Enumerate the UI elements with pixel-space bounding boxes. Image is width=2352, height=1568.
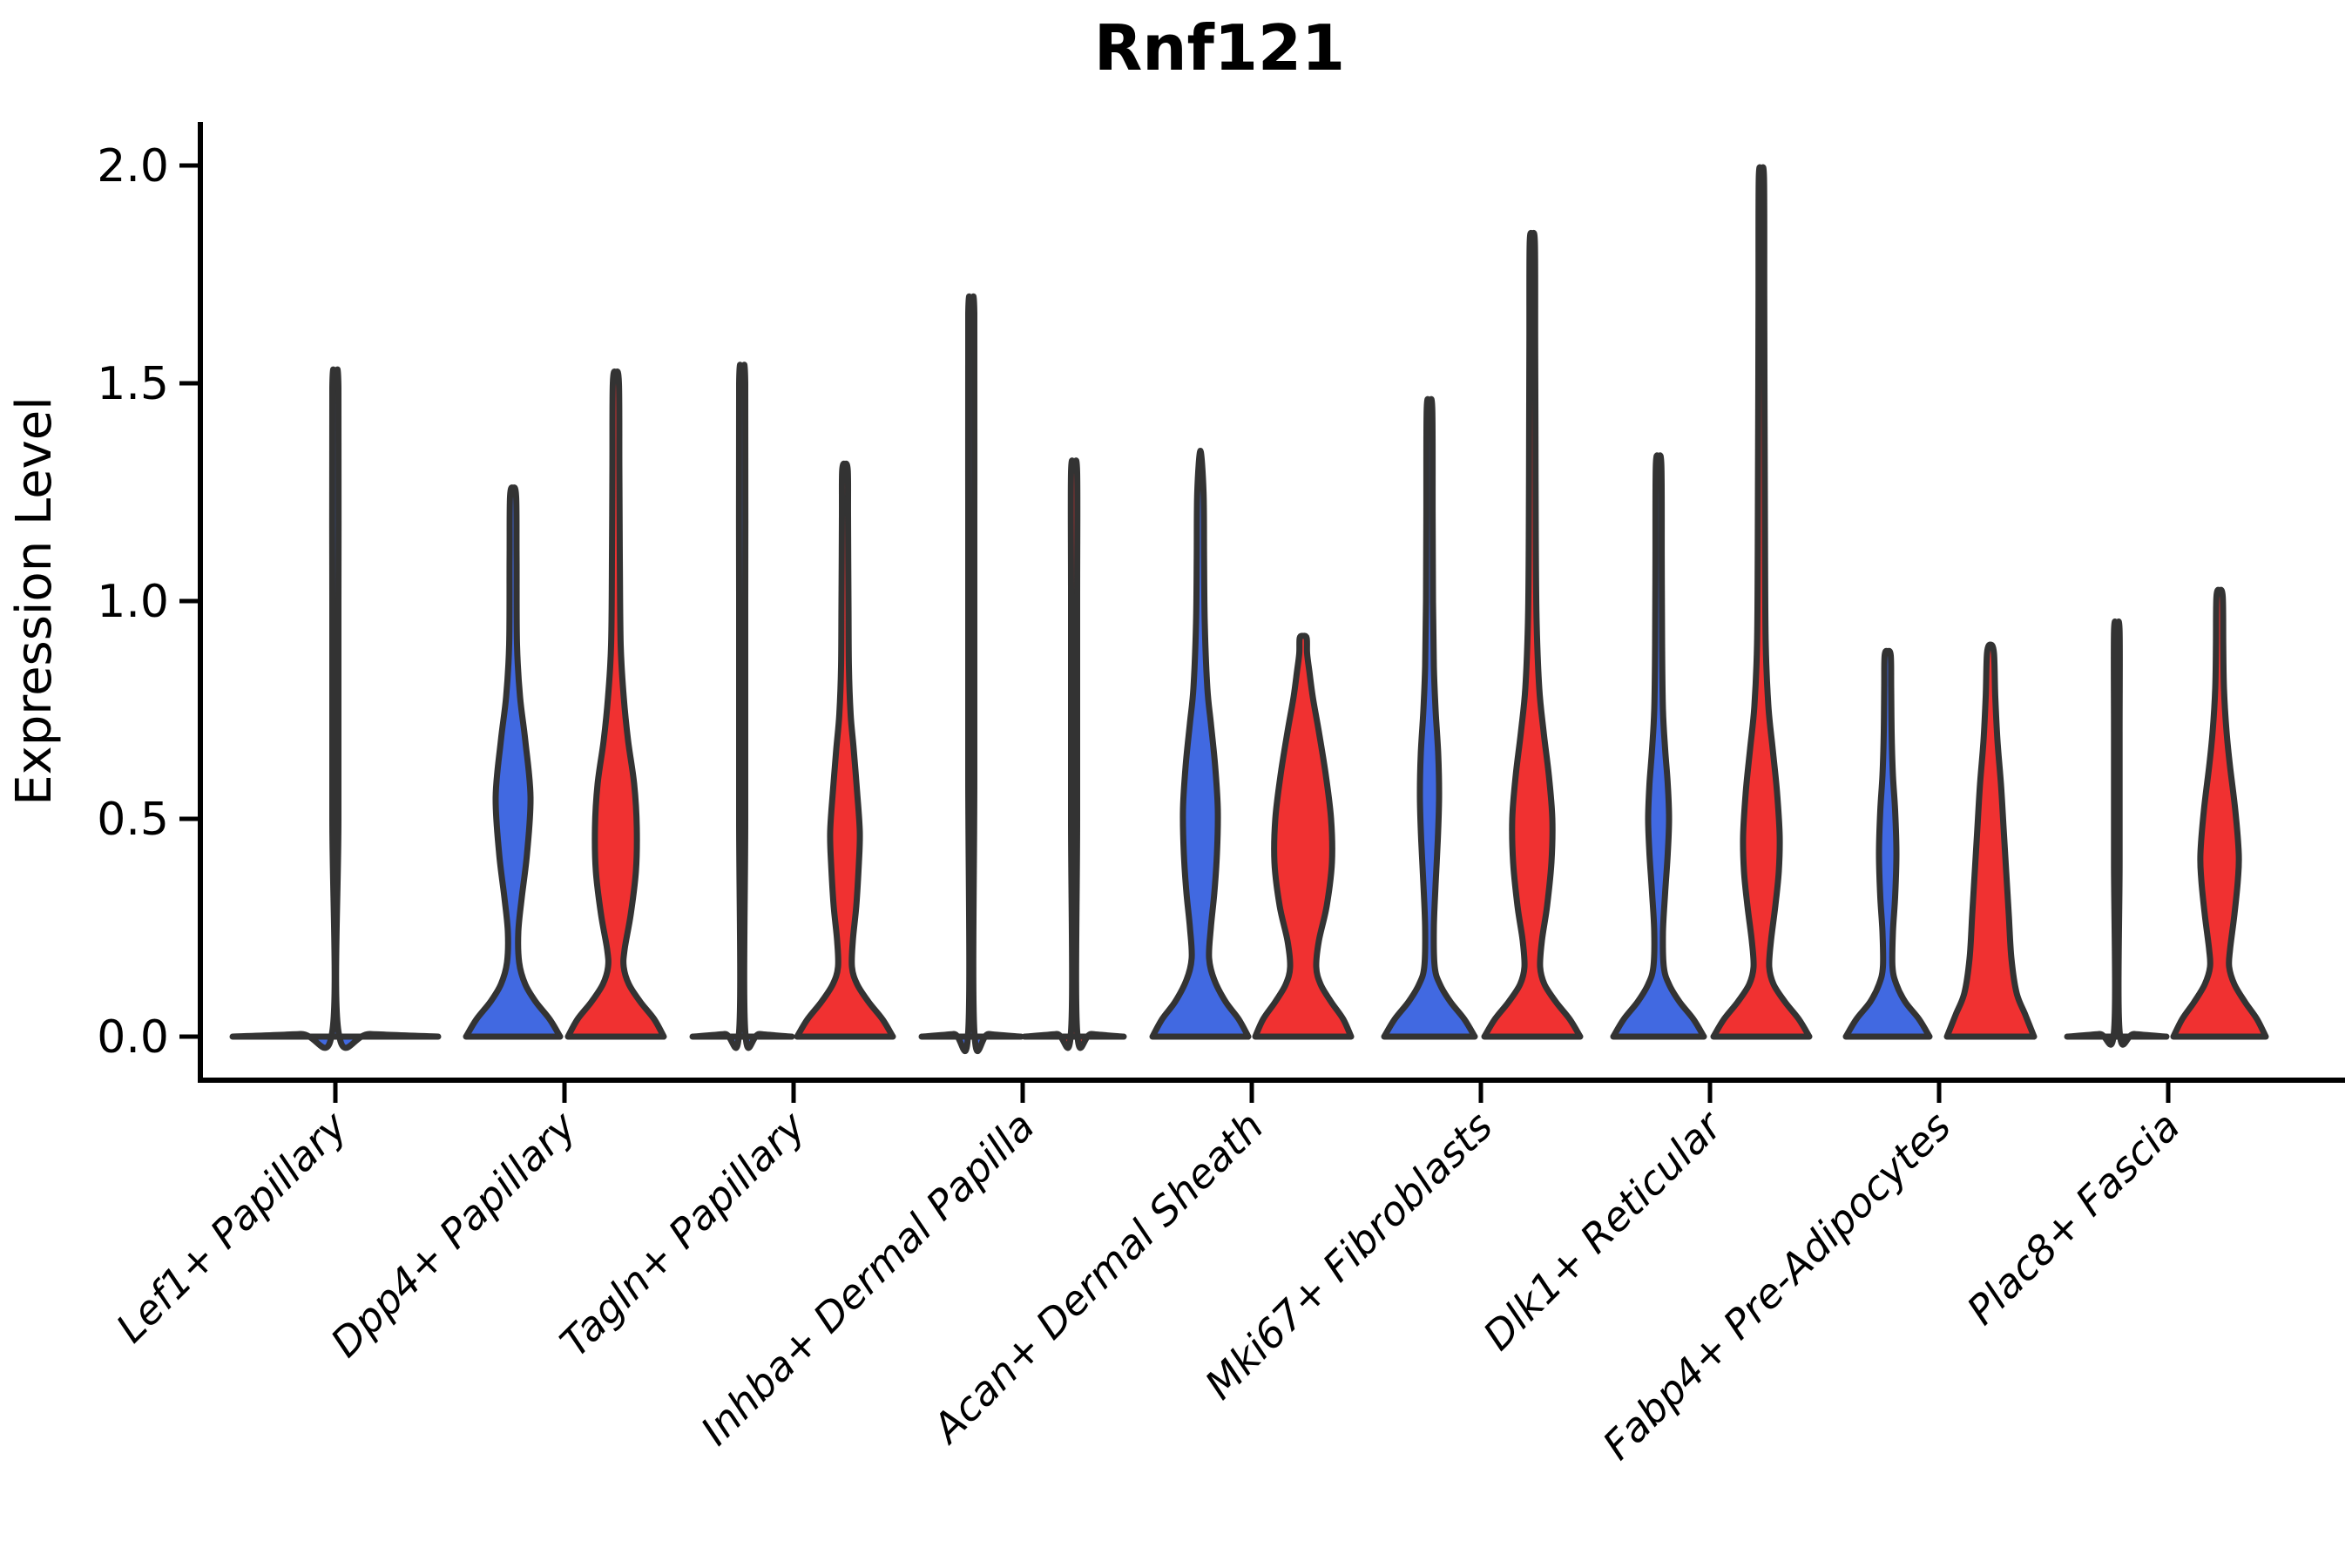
violin-plac8-fascia-blue: [2064, 618, 2170, 1048]
violin-acan-dermal-sheath-red: [1252, 632, 1355, 1040]
plot-title: Rnf121: [1094, 11, 1345, 84]
violin-group: [463, 368, 667, 1040]
violin-mki67-fibroblasts-red: [1481, 230, 1584, 1040]
violin-group: [1381, 230, 1584, 1040]
y-tick-label: 1.0: [97, 576, 169, 628]
violin-group: [1842, 641, 2038, 1040]
x-category-label: Plac8+ Fascia: [1957, 1103, 2188, 1334]
violin-dlk1-reticular-red: [1710, 164, 1813, 1040]
violin-fabp4-pre-adipocytes-red: [1943, 641, 2038, 1040]
y-tick-label: 1.5: [97, 358, 169, 410]
violin-dpp4-papillary-red: [564, 368, 667, 1040]
violin-fabp4-pre-adipocytes-blue: [1842, 647, 1933, 1040]
violin-lef1-papillary-blue: [229, 366, 442, 1051]
violin-group: [918, 293, 1127, 1055]
violin-tagln-papillary-blue: [689, 362, 795, 1051]
x-category-label: Dlk1+ Reticular: [1474, 1100, 1733, 1359]
violin-dlk1-reticular-blue: [1610, 452, 1707, 1040]
y-tick-label: 2.0: [97, 140, 169, 193]
violin-acan-dermal-sheath-blue: [1149, 448, 1252, 1040]
axis-ticks: [179, 163, 2171, 1103]
x-category-label: Lef1+ Papillary: [107, 1102, 356, 1351]
violin-group: [1610, 164, 1813, 1040]
violin-mki67-fibroblasts-blue: [1381, 395, 1478, 1040]
violin-dpp4-papillary-blue: [463, 484, 564, 1040]
violin-group: [229, 366, 442, 1051]
violin-group: [689, 362, 896, 1051]
x-category-label: Tagln+ Papillary: [551, 1102, 814, 1366]
y-tick-label: 0.5: [97, 794, 169, 846]
violin-plac8-fascia-red: [2170, 586, 2269, 1040]
y-tick-label: 0.0: [97, 1011, 169, 1064]
violin-inhba-dermal-papilla-red: [1021, 457, 1127, 1051]
violin-inhba-dermal-papilla-blue: [918, 293, 1024, 1055]
violins: [229, 164, 2269, 1055]
y-axis-label: Expression Level: [6, 396, 63, 806]
violin-group: [1149, 448, 1355, 1040]
violin-tagln-papillary-red: [794, 460, 896, 1040]
violin-group: [2064, 586, 2269, 1048]
x-category-label: Dpp4+ Papillary: [321, 1102, 585, 1366]
